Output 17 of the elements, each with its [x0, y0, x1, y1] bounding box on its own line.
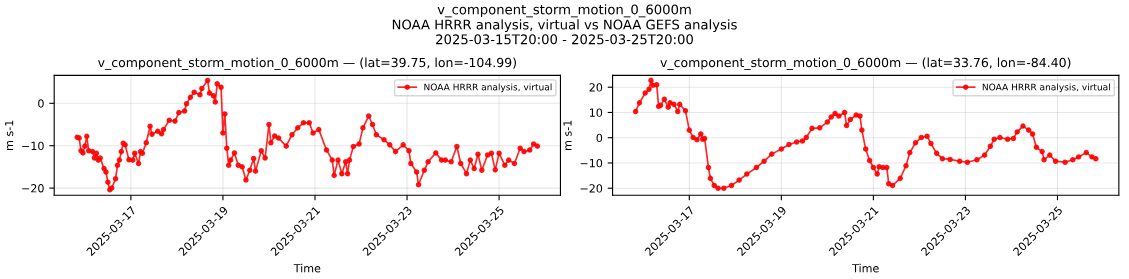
y-tick-label: 0 — [596, 133, 603, 143]
legend-label: NOAA HRRR analysis, virtual — [424, 83, 552, 93]
y-tick-label: 0 — [38, 99, 44, 108]
x-axis-title: Time — [293, 263, 321, 273]
y-axis-title: m s-1 — [563, 120, 572, 150]
y-axis-title: m s-1 — [5, 120, 14, 150]
y-tick-label: −10 — [22, 141, 44, 151]
x-axis-title: Time — [852, 263, 879, 273]
chart-title: v_component_storm_motion_0_6000m — (lat=33.76, lon=-84.40) — [660, 57, 1071, 70]
y-tick-label: −20 — [580, 184, 603, 193]
legend-label: NOAA HRRR analysis, virtual — [982, 83, 1110, 93]
y-tick-label: 20 — [589, 83, 603, 92]
chart-title: v_component_storm_motion_0_6000m — (lat=39.75, lon=-104.99) — [97, 57, 516, 70]
text: v_component_storm_motion_0_6000m NOAA HRRR analysis, virtual vs NOAA GEFS analysis 2025-03-15T20:00 - 2025-03-25T20:00 — [392, 4, 737, 45]
y-tick-label: −20 — [22, 184, 44, 193]
y-tick-label: −10 — [580, 158, 603, 168]
y-tick-label: 10 — [589, 108, 603, 117]
